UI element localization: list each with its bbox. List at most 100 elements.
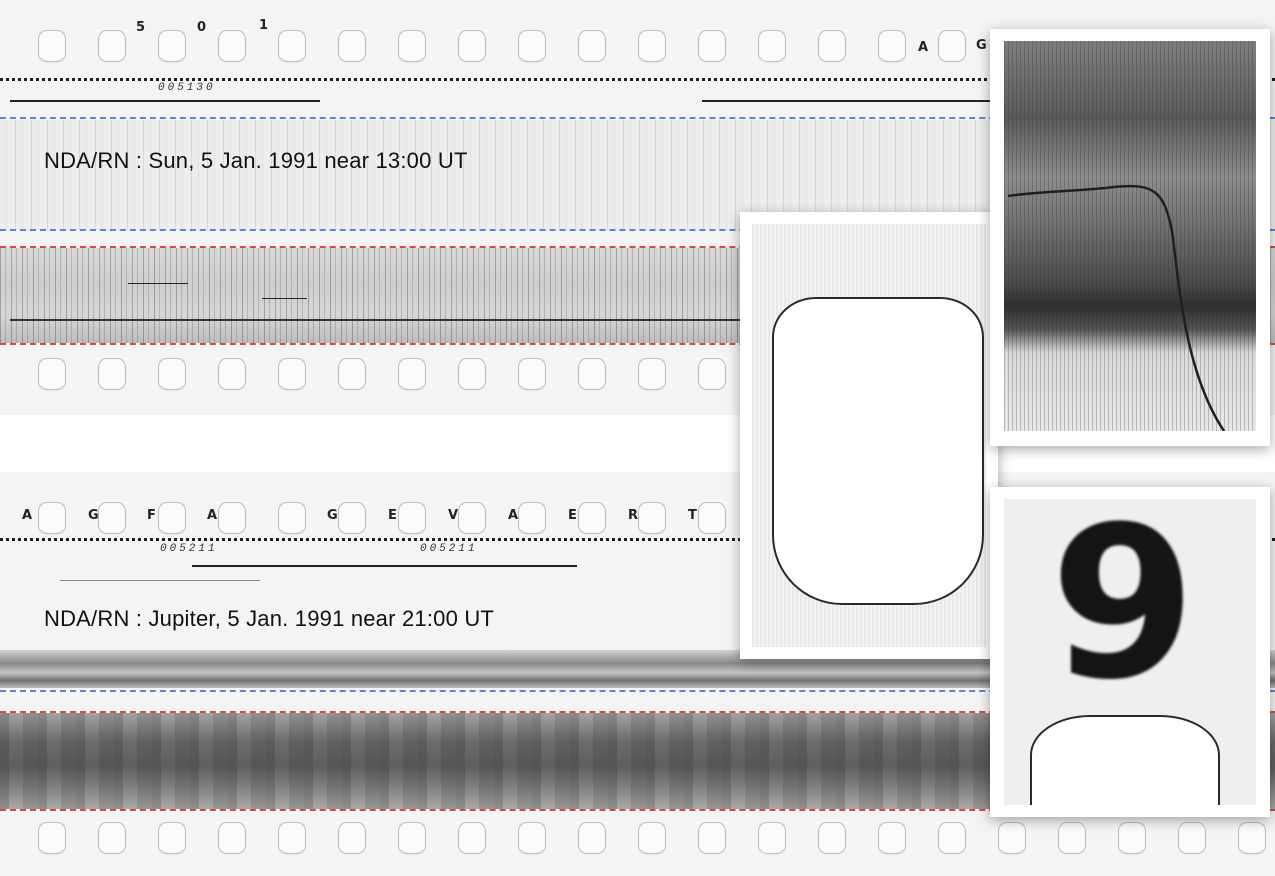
- digit-closeup: 9: [990, 487, 1270, 817]
- sprocket-hole: [758, 30, 786, 62]
- sprocket-hole: [1118, 822, 1146, 854]
- sprocket-hole: [398, 502, 426, 534]
- sprocket-hole: [818, 822, 846, 854]
- digit-nine: 9: [1050, 499, 1197, 726]
- sprocket-hole: [218, 822, 246, 854]
- sun-caption: NDA/RN : Sun, 5 Jan. 1991 near 13:00 UT: [44, 148, 468, 173]
- edge-char: E: [388, 508, 397, 523]
- edge-char: A: [508, 508, 519, 523]
- red-guide-line: [0, 246, 1275, 248]
- red-guide-line: [0, 343, 1275, 345]
- sprocket-hole: [518, 822, 546, 854]
- sprocket-hole: [578, 502, 606, 534]
- edge-char: A: [207, 508, 218, 523]
- edge-char: A: [22, 508, 33, 523]
- sprocket-hole: [158, 358, 186, 390]
- sprocket-hole: [1178, 822, 1206, 854]
- sprocket-hole: [818, 30, 846, 62]
- sprocket-hole: [638, 502, 666, 534]
- sprocket-hole: [398, 30, 426, 62]
- sprocket-hole: [458, 502, 486, 534]
- sprocket-hole: [878, 822, 906, 854]
- sprocket-hole: [772, 297, 984, 605]
- sprocket-hole: [698, 358, 726, 390]
- sprocket-hole: [638, 358, 666, 390]
- sprocket-hole: [758, 822, 786, 854]
- sprocket-hole: [698, 30, 726, 62]
- edge-char: A: [918, 40, 929, 55]
- sprocket-hole: [98, 822, 126, 854]
- sprocket-hole: [518, 30, 546, 62]
- sprocket-hole: [458, 30, 486, 62]
- edge-char: G: [976, 38, 987, 53]
- sprocket-hole: [278, 822, 306, 854]
- trace-curve: [1007, 184, 1226, 431]
- sprocket-hole: [1030, 715, 1220, 805]
- sprocket-hole: [98, 358, 126, 390]
- marker-bar: [60, 580, 260, 581]
- sprocket-hole: [338, 502, 366, 534]
- sprocket-hole: [638, 30, 666, 62]
- spectrogram-closeup: [990, 29, 1270, 446]
- sprocket-hole: [698, 502, 726, 534]
- sprocket-hole: [38, 358, 66, 390]
- sprocket-hole: [338, 358, 366, 390]
- edge-char: E: [568, 508, 577, 523]
- sprocket-hole: [278, 358, 306, 390]
- sprocket-hole: [98, 30, 126, 62]
- sprocket-hole: [698, 822, 726, 854]
- marker-bar: [192, 565, 577, 567]
- sprocket-hole: [878, 30, 906, 62]
- sprocket-hole: [1238, 822, 1266, 854]
- edge-char: 5: [136, 20, 146, 35]
- edge-char: V: [448, 508, 459, 523]
- sprocket-hole: [578, 30, 606, 62]
- sprocket-hole: [578, 358, 606, 390]
- frame-code: 005211: [160, 543, 218, 555]
- sprocket-hole: [38, 502, 66, 534]
- edge-char: F: [147, 508, 156, 523]
- sprocket-hole: [938, 822, 966, 854]
- sprocket-hole-closeup: [740, 212, 998, 659]
- sprocket-hole: [638, 822, 666, 854]
- marker-bar: [10, 100, 320, 102]
- frame-code: 005211: [420, 543, 478, 555]
- edge-char: T: [688, 508, 697, 523]
- sprocket-hole: [998, 822, 1026, 854]
- red-guide-line: [0, 711, 1275, 713]
- blue-guide-line: [0, 690, 1275, 692]
- sprocket-hole: [578, 822, 606, 854]
- sprocket-hole: [278, 30, 306, 62]
- edge-char: R: [628, 508, 639, 523]
- sprocket-hole: [218, 502, 246, 534]
- jupiter-caption: NDA/RN : Jupiter, 5 Jan. 1991 near 21:00…: [44, 606, 495, 631]
- sprocket-hole: [158, 822, 186, 854]
- sprocket-hole: [218, 30, 246, 62]
- blue-guide-line: [0, 117, 1275, 119]
- sun-burst-line: [262, 298, 307, 299]
- top-timing-dots: [0, 78, 1275, 81]
- edge-char: 0: [197, 20, 207, 35]
- sprocket-hole: [398, 358, 426, 390]
- sprocket-hole: [518, 358, 546, 390]
- sprocket-hole: [218, 358, 246, 390]
- sprocket-hole: [518, 502, 546, 534]
- sprocket-hole: [98, 502, 126, 534]
- sprocket-hole: [158, 30, 186, 62]
- sprocket-hole: [38, 30, 66, 62]
- sprocket-hole: [938, 30, 966, 62]
- marker-bar: [702, 100, 1002, 102]
- sprocket-hole: [398, 822, 426, 854]
- sprocket-hole: [338, 30, 366, 62]
- sun-burst-line: [10, 319, 750, 321]
- bottom-timing-dots: [0, 538, 1275, 541]
- sprocket-hole: [458, 822, 486, 854]
- edge-char: 1: [259, 18, 269, 33]
- sprocket-hole: [158, 502, 186, 534]
- edge-char: G: [327, 508, 338, 523]
- sprocket-hole: [458, 358, 486, 390]
- blue-guide-line: [0, 229, 1275, 231]
- frame-code: 005130: [158, 82, 216, 94]
- sun-burst-line: [128, 283, 188, 284]
- red-guide-line: [0, 809, 1275, 811]
